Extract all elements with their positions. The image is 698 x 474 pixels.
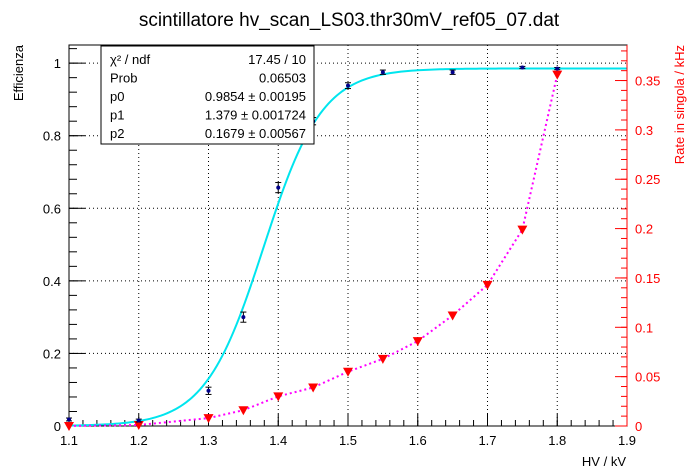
stats-value: 1.379 ± 0.001724 <box>205 108 306 123</box>
rate-point <box>482 280 493 290</box>
x-tick-label: 1.8 <box>548 433 566 448</box>
efficiency-point <box>380 70 385 75</box>
right-tick-label: 0.35 <box>635 74 660 89</box>
rate-point <box>412 337 423 347</box>
efficiency-point <box>450 70 455 75</box>
efficiency-point <box>206 388 211 393</box>
stats-label: p2 <box>110 126 124 141</box>
stats-value: 0.1679 ± 0.00567 <box>205 126 306 141</box>
rate-point <box>203 414 214 424</box>
x-axis-label: HV / kV <box>582 454 626 469</box>
right-tick-label: 0.15 <box>635 271 660 286</box>
tick-labels: 1.1 1.2 1.3 1.4 1.5 1.6 1.7 1.8 1.900.20.40.60.8… <box>43 56 660 448</box>
rate-point <box>238 406 249 416</box>
x-tick-label: 1.4 <box>269 433 287 448</box>
stats-box-frame <box>100 45 315 145</box>
efficiency-point <box>520 65 525 70</box>
stats-value: 0.9854 ± 0.00195 <box>205 89 306 104</box>
stats-label: Prob <box>110 71 137 86</box>
efficiency-point <box>136 418 141 423</box>
x-tick-label: 1.2 <box>130 433 148 448</box>
axis-ticks <box>68 48 628 427</box>
rate-point <box>517 225 528 235</box>
chart-title: scintillatore hv_scan_LS03.thr30mV_ref05… <box>139 10 560 31</box>
stats-label: χ² / ndf <box>110 52 150 67</box>
y-tick-label: 0.2 <box>43 346 61 361</box>
x-tick-label: 1.9 <box>618 433 636 448</box>
efficiency-point <box>346 83 350 88</box>
stats-box: χ² / ndf 17.45 / 10 Prob 0.06503 p0 0.9854 ± … <box>100 45 315 145</box>
rate-point <box>377 354 388 364</box>
right-tick-label: 0.25 <box>635 172 660 187</box>
y-tick-label: 0 <box>54 419 61 434</box>
rate-point <box>133 421 144 431</box>
x-tick-label: 1.6 <box>409 433 427 448</box>
y-tick-label: 0.8 <box>43 129 61 144</box>
rate-point <box>343 367 353 377</box>
right-tick-label: 0.3 <box>635 123 653 138</box>
right-tick-label: 0.2 <box>635 222 653 237</box>
x-tick-label: 1.5 <box>339 433 357 448</box>
stats-value: 17.45 / 10 <box>248 52 306 67</box>
stats-label: p0 <box>110 89 124 104</box>
efficiency-series <box>66 65 561 423</box>
rate-point <box>308 383 319 393</box>
efficiency-point <box>67 417 71 422</box>
right-tick-label: 0 <box>635 419 642 434</box>
rate-point <box>447 311 458 321</box>
rate-point <box>273 392 284 402</box>
x-tick-label: 1.7 <box>478 433 496 448</box>
rate-point <box>64 422 74 431</box>
x-tick-label: 1.3 <box>199 433 217 448</box>
x-tick-label: 1.1 <box>60 433 78 448</box>
right-axis-label: Rate in singola / kHz <box>672 45 687 164</box>
rate-point <box>552 70 563 80</box>
y-tick-label: 0.6 <box>43 201 61 216</box>
efficiency-point <box>276 185 281 190</box>
rate-series <box>64 70 563 431</box>
y-tick-label: 1 <box>54 56 61 71</box>
efficiency-point <box>555 66 560 71</box>
y-tick-label: 0.4 <box>43 274 61 289</box>
stats-label: p1 <box>110 108 124 123</box>
right-tick-label: 0.1 <box>635 320 653 335</box>
right-tick-label: 0.05 <box>635 370 660 385</box>
stats-value: 0.06503 <box>259 71 306 86</box>
y-axis-label: Efficienza <box>11 44 26 101</box>
efficiency-point <box>241 315 246 320</box>
